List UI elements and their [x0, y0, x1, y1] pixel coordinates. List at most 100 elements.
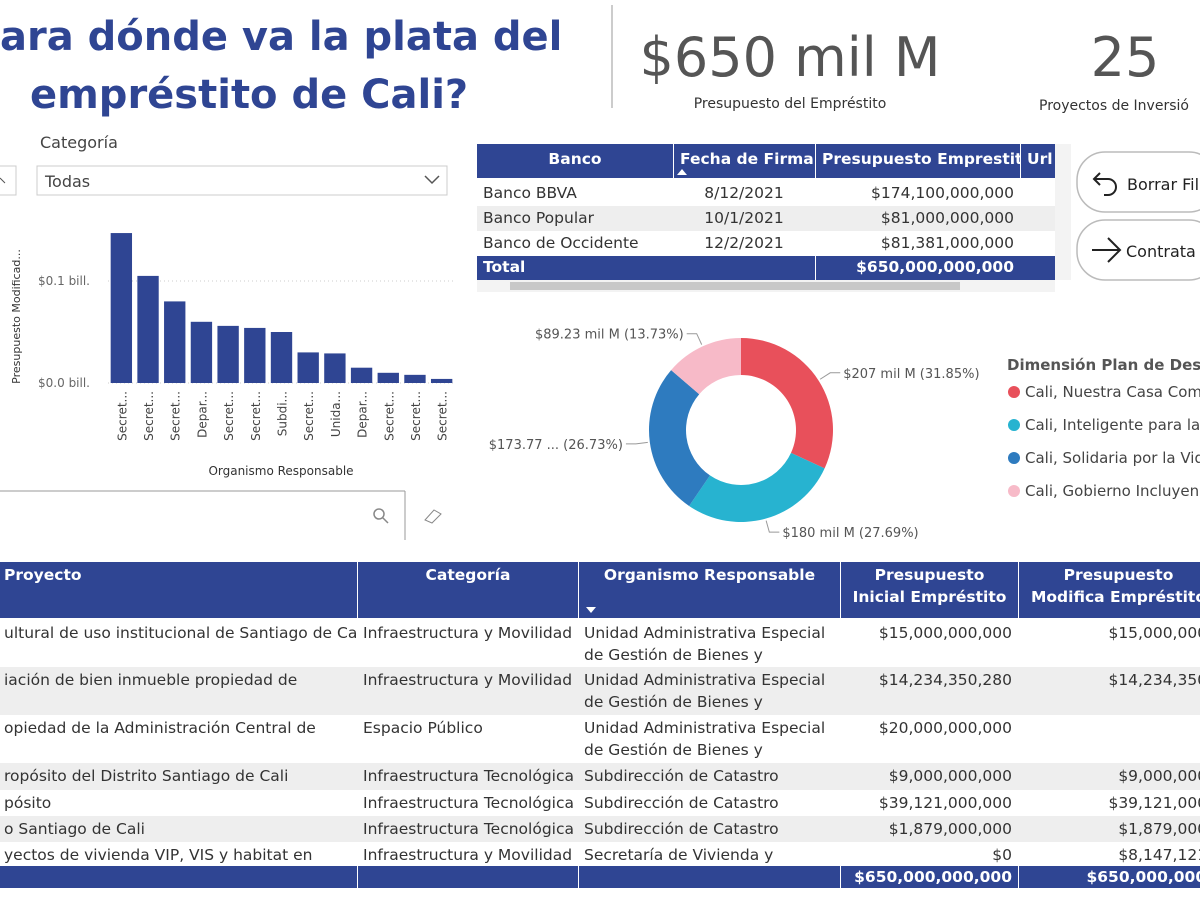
column-divider — [578, 866, 579, 888]
x-tick-label: Secret... — [142, 391, 156, 441]
y-tick-label: $0.1 bill. — [38, 274, 90, 288]
sort-arrow — [586, 607, 596, 613]
table-cell: Subdirección de Catastro — [584, 820, 779, 838]
table-cell: $39,121,000,000 — [878, 794, 1012, 812]
donut-slice — [649, 370, 710, 506]
bar — [404, 374, 426, 383]
table-cell: opiedad de la Administración Central de — [4, 719, 316, 737]
button-label[interactable]: Contrata — [1126, 242, 1196, 261]
bar — [217, 325, 239, 383]
table-cell: Infraestructura Tecnológica — [363, 767, 574, 785]
v-scrollbar[interactable] — [1055, 144, 1071, 280]
table-cell: ropósito del Distrito Santiago de Cali — [4, 767, 289, 785]
column-header: Banco — [548, 150, 602, 168]
x-tick-label: Depar... — [195, 391, 209, 438]
filter-label: Categoría — [40, 133, 118, 152]
left-dropdown[interactable] — [0, 165, 17, 196]
column-divider — [840, 866, 841, 888]
table-row — [477, 231, 1055, 256]
sort-arrow — [677, 169, 687, 175]
table-cell: $1,879,000,000 — [888, 820, 1012, 838]
bar — [324, 353, 346, 383]
table-header — [477, 144, 1055, 178]
search-icon[interactable] — [373, 508, 385, 520]
bar — [430, 378, 453, 383]
leader-line — [686, 333, 703, 345]
x-tick-label: Subdi... — [276, 391, 290, 436]
table-cell: Banco de Occidente — [483, 234, 639, 252]
table-total — [477, 256, 1055, 280]
x-tick-label: Secret... — [222, 391, 236, 441]
eraser-icon[interactable] — [424, 509, 442, 524]
table-cell: $9,000,000, — [1118, 767, 1200, 785]
data-label: $89.23 mil M (13.73%) — [535, 328, 684, 343]
x-tick-label: Secret... — [382, 391, 396, 441]
h-scroll-thumb[interactable] — [510, 282, 960, 290]
total-cell: Total — [483, 258, 526, 276]
bar — [377, 372, 399, 383]
legend-swatch — [1008, 419, 1020, 431]
table-cell: Subdirección de Catastro — [584, 794, 779, 812]
x-tick-label: Secret... — [115, 391, 129, 441]
chevron — [424, 175, 440, 185]
table-cell: 10/1/2021 — [704, 209, 784, 227]
data-label: $207 mil M (31.85%) — [843, 367, 979, 382]
column-header: Organismo Responsable — [578, 562, 840, 618]
data-label: $180 mil M (27.69%) — [782, 526, 918, 541]
column-header: Fecha de Firma — [673, 144, 815, 178]
table-cell: $14,234,350, — [1108, 671, 1200, 689]
search-icon — [382, 517, 389, 524]
y-axis-label: Presupuesto Modificad... — [10, 249, 23, 384]
kpi-label: Proyectos de Inversió — [1039, 98, 1189, 114]
button-label[interactable]: Borrar Fil — [1127, 175, 1199, 194]
table-cell: $9,000,000,000 — [888, 767, 1012, 785]
y-tick-label: $0.0 bill. — [38, 376, 90, 390]
bar — [190, 321, 213, 383]
legend-swatch — [1008, 485, 1020, 497]
legend-label: Cali, Inteligente para la — [1025, 416, 1200, 434]
title-line: ara dónde va la plata del — [0, 14, 562, 60]
table-cell: Unidad Administrativa Especial de Gestió… — [584, 719, 826, 759]
category-dropdown[interactable] — [36, 165, 448, 196]
table-cell: $0 — [992, 846, 1012, 864]
table-cell: $15,000,000,000 — [878, 624, 1012, 642]
column-header: Categoría — [357, 562, 578, 618]
table-cell: $174,100,000,000 — [871, 184, 1014, 202]
legend-swatch — [1008, 386, 1020, 398]
table-cell: $1,879,000, — [1118, 820, 1200, 838]
table-cell: Banco BBVA — [483, 184, 577, 202]
x-tick-label: Secret... — [409, 391, 423, 441]
table-cell: Unidad Administrativa Especial de Gestió… — [584, 624, 826, 664]
table-cell: $15,000,000, — [1108, 624, 1200, 642]
bar — [244, 327, 266, 383]
table-cell: Infraestructura y Movilidad — [363, 671, 573, 689]
table-cell: $20,000,000,000 — [878, 719, 1012, 737]
leader-line — [819, 372, 841, 380]
legend-label: Cali, Gobierno Incluyen — [1025, 482, 1199, 500]
leader-line — [765, 520, 780, 533]
x-axis-label: Organismo Responsable — [208, 464, 353, 478]
table-row — [0, 842, 1200, 864]
table-cell: Infraestructura y Movilidad — [363, 624, 573, 642]
table-cell: Subdirección de Catastro — [584, 767, 779, 785]
table-row — [477, 181, 1055, 206]
undo-icon — [1092, 172, 1117, 196]
table-cell: 12/2/2021 — [704, 234, 784, 252]
x-tick-label: Secret... — [302, 391, 316, 441]
kpi-value: 25 — [1091, 26, 1160, 89]
x-tick-label: Secret... — [249, 391, 263, 441]
table-row — [0, 763, 1200, 790]
column-header: Presupuesto Inicial Empréstito — [840, 562, 1018, 618]
filter-value[interactable]: Todas — [44, 172, 90, 191]
table-header — [0, 562, 1200, 618]
column-header: Url — [1020, 144, 1055, 178]
table-cell: $81,381,000,000 — [880, 234, 1014, 252]
table-row — [0, 790, 1200, 816]
table-row — [0, 667, 1200, 715]
donut-slice — [741, 338, 833, 469]
table-cell: Secretaría de Vivienda y Hábitat — [584, 846, 774, 864]
total-cell: $650,000,000,000 — [815, 256, 1020, 280]
button-frame — [1076, 151, 1200, 213]
kpi-value: $650 mil M — [640, 26, 941, 89]
